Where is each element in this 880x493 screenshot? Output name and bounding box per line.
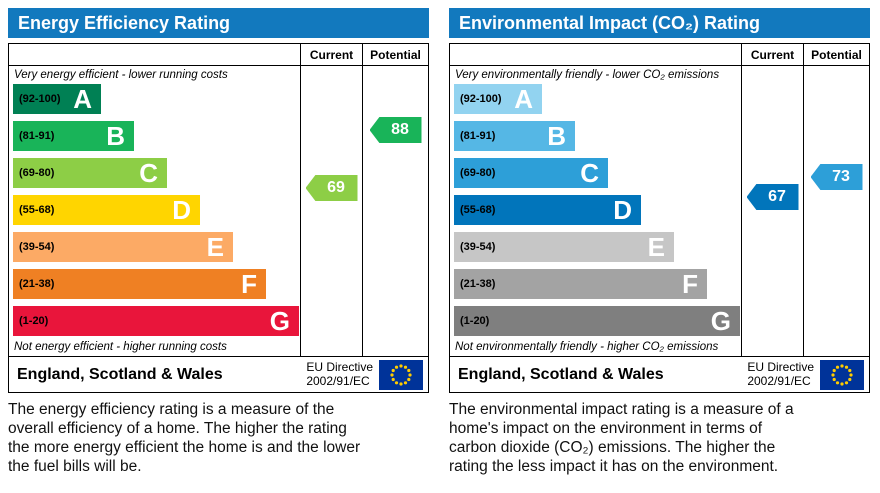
current-column-header: Current [300,44,362,66]
eu-flag-icon [379,359,423,390]
chart-footer: England, Scotland & Wales EU Directive 2… [450,356,869,392]
top-note: Very energy efficient - lower running co… [14,69,228,81]
band-letter: G [710,306,731,336]
chart-corner-cell [450,44,741,66]
band-E: (39-54) E [13,232,233,262]
current-rating-arrow: 67 [746,184,799,210]
band-area: Very environmentally friendly - lower CO… [450,66,741,356]
band-range-label: (21-38) [460,278,496,290]
band-range-label: (69-80) [460,167,496,179]
band-letter: F [241,269,257,299]
bottom-note: Not energy efficient - higher running co… [14,341,227,353]
current-column: 69 [300,66,362,356]
current-column-header: Current [741,44,803,66]
band-letter: D [172,195,191,225]
environmental-impact-rating-panel: Environmental Impact (CO₂) Rating Curren… [449,8,870,485]
band-letter: A [73,84,92,114]
potential-rating-arrow: 73 [810,164,863,190]
region-label: England, Scotland & Wales [458,365,664,383]
panel-title: Environmental Impact (CO₂) Rating [449,8,870,38]
energy-efficiency-chart: Current Potential Very energy efficient … [8,43,429,393]
band-B: (81-91) B [454,121,575,151]
band-range-label: (92-100) [19,93,61,105]
band-F: (21-38) F [454,269,707,299]
band-F: (21-38) F [13,269,266,299]
potential-column: 73 [803,66,869,356]
band-range-label: (1-20) [19,315,49,327]
top-note: Very environmentally friendly - lower CO… [455,69,720,81]
band-letter: C [139,158,158,188]
band-B: (81-91) B [13,121,134,151]
potential-column: 88 [362,66,428,356]
chart-corner-cell [9,44,300,66]
eu-directive-line2: 2002/91/EC [306,373,370,388]
band-E: (39-54) E [454,232,674,262]
band-range-label: (1-20) [460,315,490,327]
band-range-label: (21-38) [19,278,55,290]
eu-directive-label: EU Directive 2002/91/EC [306,359,373,389]
band-range-label: (81-91) [460,130,496,142]
eu-directive-line1: EU Directive [747,359,814,374]
band-range-label: (81-91) [19,130,55,142]
potential-column-header: Potential [362,44,428,66]
eu-directive-line2: 2002/91/EC [747,373,811,388]
energy-efficiency-rating-panel: Energy Efficiency Rating Current Potenti… [8,8,429,485]
environmental-impact-chart: Current Potential Very environmentally f… [449,43,870,393]
band-letter: D [613,195,632,225]
band-range-label: (55-68) [460,204,496,216]
current-rating-arrow: 69 [305,175,358,201]
band-G: (1-20) G [13,306,299,336]
eu-flag-icon [820,359,864,390]
band-letter: B [106,121,125,151]
band-range-label: (55-68) [19,204,55,216]
chart-description: The environmental impact rating is a mea… [449,401,794,475]
band-range-label: (69-80) [19,167,55,179]
band-D: (55-68) D [13,195,200,225]
band-letter: E [647,232,665,262]
chart-footer: England, Scotland & Wales EU Directive 2… [9,356,428,392]
eu-directive-line1: EU Directive [306,359,373,374]
band-letter: B [547,121,566,151]
potential-column-header: Potential [803,44,869,66]
band-A: (92-100) A [454,84,542,114]
band-area: Very energy efficient - lower running co… [9,66,300,356]
band-range-label: (92-100) [460,93,502,105]
region-label: England, Scotland & Wales [17,365,223,383]
band-letter: E [206,232,224,262]
band-A: (92-100) A [13,84,101,114]
band-D: (55-68) D [454,195,641,225]
chart-description: The energy efficiency rating is a measur… [8,401,361,475]
band-letter: A [514,84,533,114]
band-C: (69-80) C [454,158,608,188]
band-range-label: (39-54) [19,241,55,253]
band-C: (69-80) C [13,158,167,188]
bottom-note: Not environmentally friendly - higher CO… [455,341,719,353]
band-letter: G [269,306,290,336]
band-G: (1-20) G [454,306,740,336]
band-letter: C [580,158,599,188]
potential-rating-arrow: 88 [369,117,422,143]
eu-directive-label: EU Directive 2002/91/EC [747,359,814,389]
panel-title: Energy Efficiency Rating [8,8,429,38]
band-range-label: (39-54) [460,241,496,253]
band-letter: F [682,269,698,299]
current-column: 67 [741,66,803,356]
